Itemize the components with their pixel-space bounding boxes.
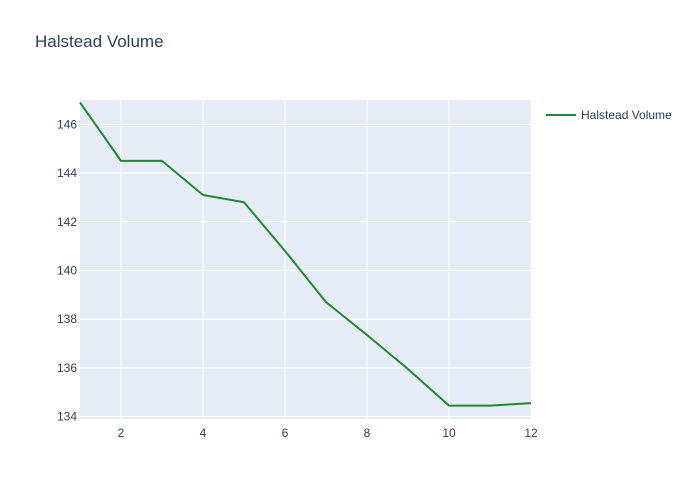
y-tick-label: 146	[57, 117, 77, 131]
legend[interactable]: Halstead Volume	[546, 108, 672, 122]
x-tick-label: 2	[118, 426, 125, 440]
chart-title: Halstead Volume	[35, 32, 164, 51]
y-tick-label: 134	[57, 410, 77, 424]
y-tick-label: 142	[57, 215, 77, 229]
y-tick-label: 144	[57, 166, 77, 180]
y-tick-label: 136	[57, 361, 77, 375]
series-layer	[79, 101, 532, 407]
gridlines	[80, 100, 532, 419]
plot-background	[80, 100, 531, 419]
x-tick-label: 12	[524, 426, 538, 440]
series-line	[79, 101, 532, 407]
x-axis-ticks: 2 4 6 8 10 12	[118, 426, 538, 440]
x-tick-label: 10	[442, 426, 456, 440]
x-tick-label: 6	[282, 426, 289, 440]
y-tick-label: 138	[57, 312, 77, 326]
x-tick-label: 4	[200, 426, 207, 440]
y-axis-ticks: 134 136 138 140 142 144 146	[57, 117, 77, 423]
y-tick-label: 140	[57, 263, 77, 277]
legend-label: Halstead Volume	[581, 108, 672, 122]
x-tick-label: 8	[364, 426, 371, 440]
